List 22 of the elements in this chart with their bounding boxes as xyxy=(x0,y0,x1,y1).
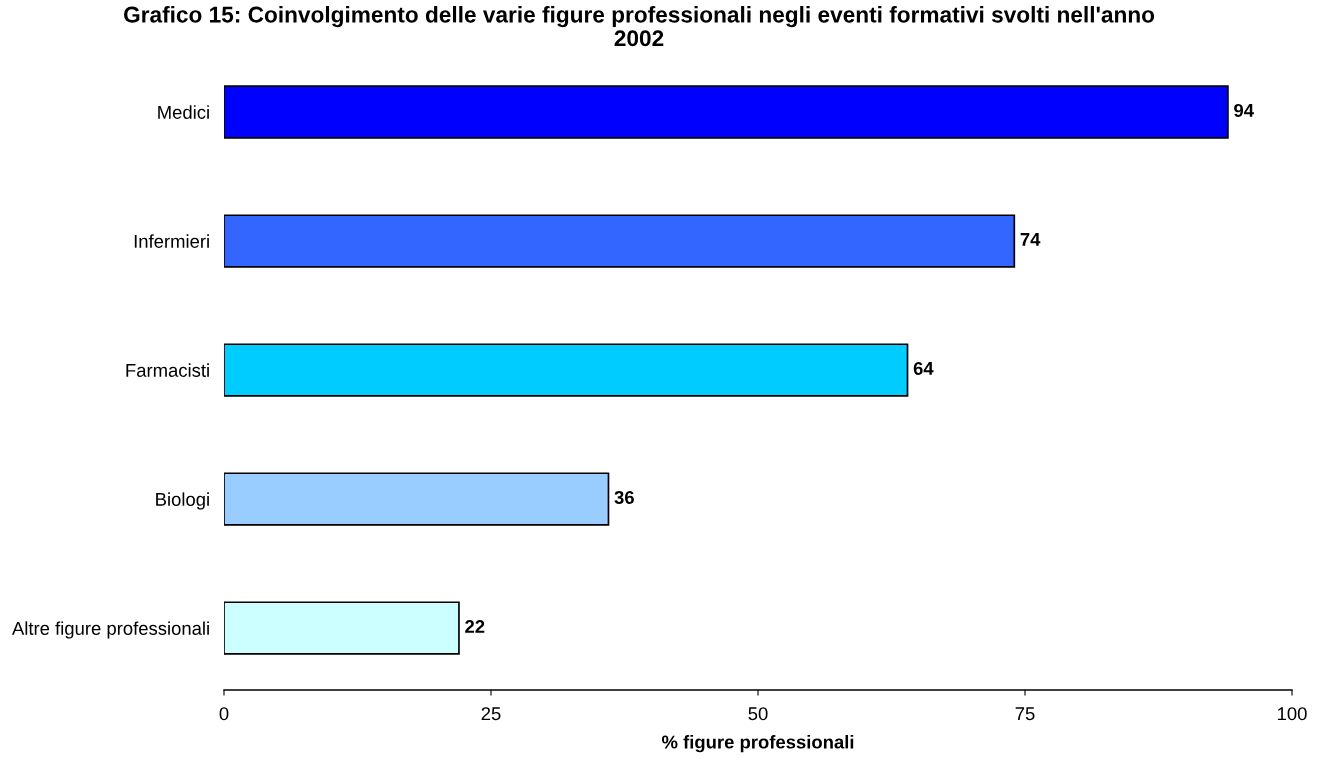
chart-title: Grafico 15: Coinvolgimento delle varie figure professionali negli eventi formativi svolti nell'anno 2002 xyxy=(124,6,1155,47)
y-tick-label: Infermieri xyxy=(134,234,209,248)
x-tick-label: 0 xyxy=(219,707,229,721)
bar xyxy=(224,85,1229,139)
x-axis-title: % figure professionali xyxy=(661,735,854,753)
y-tick-label: Farmacisti xyxy=(126,363,209,377)
y-tick-label: Biologi xyxy=(156,492,209,510)
y-tick-label: Altre figure professionali xyxy=(12,621,209,639)
data-label: 22 xyxy=(465,619,485,633)
y-tick-label: Medici xyxy=(158,105,209,119)
bar xyxy=(224,472,610,526)
data-label: 94 xyxy=(1234,103,1254,117)
bar xyxy=(224,343,909,397)
data-label: 64 xyxy=(913,361,934,375)
bar xyxy=(224,601,460,655)
x-tick-label: 50 xyxy=(748,707,768,721)
x-tick-label: 75 xyxy=(1015,707,1035,721)
x-tick-label: 100 xyxy=(1278,707,1307,721)
x-tick-label: 25 xyxy=(481,707,501,721)
bar xyxy=(224,214,1016,268)
data-label: 74 xyxy=(1020,233,1041,246)
data-label: 36 xyxy=(614,490,634,505)
